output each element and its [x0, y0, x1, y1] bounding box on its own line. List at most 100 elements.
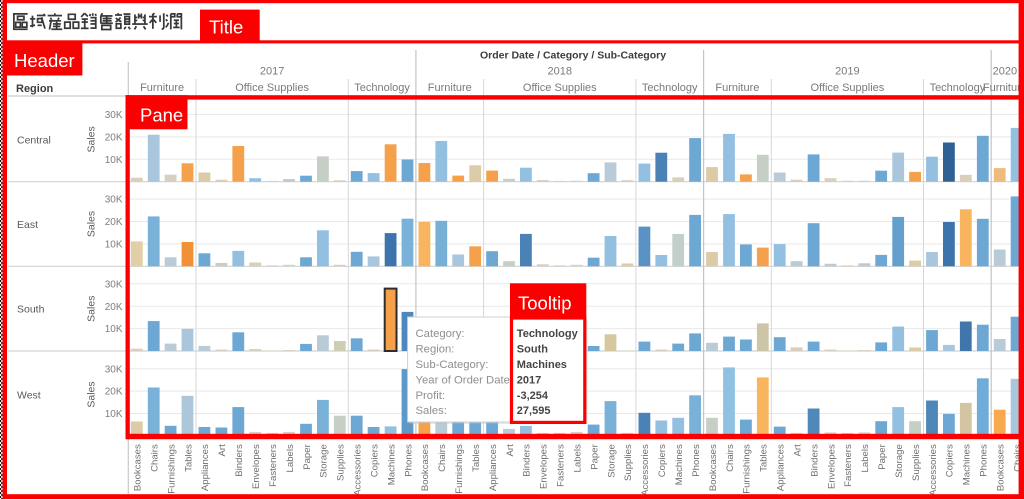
svg-text:30K: 30K — [105, 195, 123, 206]
svg-text:Labels: Labels — [573, 444, 584, 472]
svg-text:Tables: Tables — [471, 444, 482, 472]
svg-text:Appliances: Appliances — [488, 444, 499, 491]
svg-text:Chairs: Chairs — [437, 444, 448, 472]
svg-text:Sales: Sales — [86, 296, 98, 322]
svg-text:2020: 2020 — [993, 66, 1017, 78]
svg-text:Paper: Paper — [589, 443, 600, 469]
svg-text:Art: Art — [505, 444, 516, 457]
svg-text:Phones: Phones — [979, 444, 990, 477]
svg-text:Title: Title — [209, 17, 243, 38]
svg-text:Bookcases: Bookcases — [420, 444, 431, 491]
svg-text:Copiers: Copiers — [657, 444, 668, 477]
svg-text:20K: 20K — [105, 302, 123, 313]
svg-text:Bookcases: Bookcases — [133, 444, 144, 491]
svg-text:Appliances: Appliances — [776, 444, 787, 491]
svg-text:Chairs: Chairs — [725, 444, 736, 472]
svg-text:Furniture: Furniture — [428, 82, 472, 94]
svg-text:Sales: Sales — [86, 126, 98, 152]
svg-text:Supplies: Supplies — [336, 444, 347, 481]
svg-text:Labels: Labels — [860, 444, 871, 472]
svg-text:Machines: Machines — [517, 359, 567, 371]
svg-text:2017: 2017 — [517, 374, 541, 386]
svg-text:Phones: Phones — [403, 444, 414, 477]
svg-text:-3,254: -3,254 — [517, 390, 549, 402]
svg-text:Chairs: Chairs — [1012, 444, 1023, 472]
svg-text:Furniture: Furniture — [715, 82, 759, 94]
svg-text:Fasteners: Fasteners — [556, 444, 567, 487]
svg-text:Supplies: Supplies — [911, 444, 922, 481]
svg-text:Accessories: Accessories — [928, 444, 939, 496]
svg-text:Tooltip: Tooltip — [518, 293, 571, 314]
svg-text:Furnishings: Furnishings — [742, 444, 753, 494]
svg-text:Header: Header — [14, 50, 75, 71]
svg-text:Office Supplies: Office Supplies — [523, 82, 597, 94]
svg-text:Art: Art — [217, 444, 228, 457]
svg-text:Envelopes: Envelopes — [826, 444, 837, 489]
svg-text:2018: 2018 — [548, 66, 572, 78]
svg-text:Tables: Tables — [759, 444, 770, 472]
svg-text:Year of Order Date: Year of Order Date — [416, 374, 510, 386]
svg-text:Binders: Binders — [809, 444, 820, 477]
svg-text:20K: 20K — [105, 133, 123, 144]
svg-text:Paper: Paper — [302, 443, 313, 469]
svg-text:Envelopes: Envelopes — [539, 444, 550, 489]
svg-text:South: South — [17, 304, 45, 316]
svg-text:Category:: Category: — [416, 328, 465, 340]
svg-text:10K: 10K — [105, 155, 123, 166]
svg-text:Supplies: Supplies — [623, 444, 634, 481]
svg-text:Order Date / Category / Sub-Ca: Order Date / Category / Sub-Category — [480, 50, 666, 62]
svg-text:Bookcases: Bookcases — [996, 444, 1007, 491]
svg-text:Appliances: Appliances — [200, 444, 211, 491]
svg-text:Storage: Storage — [606, 444, 617, 478]
svg-text:Fasteners: Fasteners — [843, 444, 854, 487]
svg-text:Furnishings: Furnishings — [166, 444, 177, 494]
svg-text:Paper: Paper — [877, 443, 888, 469]
svg-text:Machines: Machines — [674, 444, 685, 485]
svg-text:Central: Central — [17, 134, 51, 146]
svg-text:South: South — [517, 344, 548, 356]
svg-text:Machines: Machines — [962, 444, 973, 485]
svg-text:Accessories: Accessories — [353, 444, 364, 496]
svg-text:Technology: Technology — [354, 82, 410, 94]
svg-text:Furnishings: Furnishings — [454, 444, 465, 494]
svg-text:Technology: Technology — [642, 82, 698, 94]
svg-text:West: West — [17, 390, 41, 402]
svg-text:Chairs: Chairs — [150, 444, 161, 472]
svg-text:Fasteners: Fasteners — [268, 444, 279, 487]
svg-text:East: East — [17, 219, 38, 231]
svg-text:Furniture: Furniture — [983, 82, 1024, 94]
svg-text:2017: 2017 — [260, 66, 284, 78]
svg-text:Accessories: Accessories — [640, 444, 651, 496]
svg-text:Binders: Binders — [234, 444, 245, 477]
svg-text:2019: 2019 — [835, 66, 859, 78]
svg-text:Region: Region — [16, 83, 54, 95]
svg-text:27,595: 27,595 — [517, 405, 551, 417]
svg-text:Envelopes: Envelopes — [251, 444, 262, 489]
svg-text:Region:: Region: — [416, 344, 455, 356]
svg-text:Copiers: Copiers — [945, 444, 956, 477]
svg-text:Sub-Category:: Sub-Category: — [416, 359, 489, 371]
svg-text:Technology: Technology — [930, 82, 986, 94]
svg-text:Art: Art — [792, 444, 803, 457]
svg-text:Machines: Machines — [386, 444, 397, 485]
svg-text:30K: 30K — [105, 110, 123, 121]
svg-text:20K: 20K — [105, 387, 123, 398]
svg-text:10K: 10K — [105, 324, 123, 335]
svg-text:Phones: Phones — [691, 444, 702, 477]
svg-text:Technology: Technology — [517, 328, 579, 340]
svg-text:Office Supplies: Office Supplies — [811, 82, 885, 94]
svg-text:Binders: Binders — [522, 444, 533, 477]
svg-text:Sales: Sales — [86, 211, 98, 237]
svg-text:Tables: Tables — [183, 444, 194, 472]
svg-text:Sales:: Sales: — [416, 405, 447, 417]
svg-text:Sales: Sales — [86, 381, 98, 407]
svg-text:10K: 10K — [105, 240, 123, 251]
svg-text:Labels: Labels — [285, 444, 296, 472]
svg-text:10K: 10K — [105, 409, 123, 420]
svg-text:Profit:: Profit: — [416, 390, 446, 402]
svg-text:Office Supplies: Office Supplies — [235, 82, 309, 94]
svg-text:Storage: Storage — [319, 444, 330, 478]
svg-text:30K: 30K — [105, 364, 123, 375]
svg-text:Bookcases: Bookcases — [708, 444, 719, 491]
svg-text:Copiers: Copiers — [369, 444, 380, 477]
